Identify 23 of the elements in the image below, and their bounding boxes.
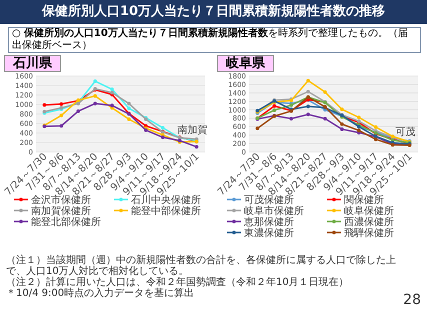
text: 保健所別人口10万人当たり７日間累積新規陽性者数の推移 [0,0,427,24]
legend-label: 金沢市保健所 [31,194,91,206]
legend-label: 岐阜保健所 [344,205,394,217]
text: （注２）計算に用いた人口は、令和２年国勢調査（令和２年10月１日現在） [6,277,350,288]
legend-label: 石川中央保健所 [131,194,201,206]
legend-label: 能登中部保健所 [131,205,201,217]
annotation: 可茂 [396,126,416,138]
legend-label: 恵那保健所 [243,216,294,228]
legend-label: 関保健所 [344,194,384,206]
legend-label: 南加賀保健所 [31,205,91,217]
text: ＊10/4 9:00時点の入力データを基に算出 [6,288,196,299]
text: （注１）当該期間（週）中の新規陽性者数の合計を、各保健所に属する人口で除した上で、人口10万人対比で相対化している。 [6,255,397,277]
legend-label: 西濃保健所 [344,216,394,228]
chart-title: 石川県 [4,55,61,72]
chart-title: 岐阜県 [217,55,274,72]
annotation: 南加賀 [178,124,208,136]
text: 28 [403,292,421,308]
legend-label: 可茂保健所 [244,194,294,206]
legend-label: 東濃保健所 [244,227,294,239]
text: ○ 保健所別の人口10万人当たり７日間累積新規陽性者数を時系列で整理したもの。（届出保健所ベース） [12,28,408,51]
legend-label: 飛騨保健所 [344,227,394,239]
legend-label: 能登北部保健所 [31,216,101,228]
legend-label: 岐阜市保健所 [244,205,304,217]
